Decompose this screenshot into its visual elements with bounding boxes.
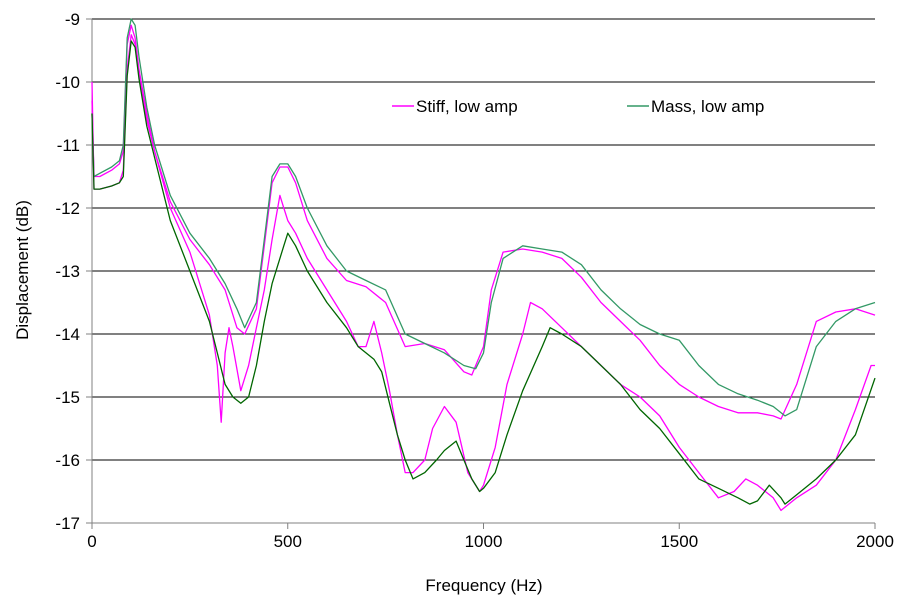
series-line-1 <box>91 24 876 420</box>
x-tick-label-4: 2000 <box>856 532 894 551</box>
series-line-3 <box>91 34 875 512</box>
y-tick-label-3: -12 <box>55 199 80 218</box>
legend-label-2: Mass, low amp <box>651 97 764 116</box>
y-tick-label-0: -9 <box>65 10 80 29</box>
y-tick-label-5: -14 <box>55 325 80 344</box>
y-tick-label-7: -16 <box>55 451 80 470</box>
x-tick-label-1: 500 <box>274 532 302 551</box>
y-tick-label-4: -13 <box>55 262 80 281</box>
x-tick-label-3: 1500 <box>660 532 698 551</box>
series-line-2 <box>91 18 876 417</box>
legend-label-1: Stiff, low amp <box>416 97 518 116</box>
y-tick-label-1: -10 <box>55 73 80 92</box>
series-lines <box>91 18 876 512</box>
y-tick-label-8: -17 <box>55 514 80 533</box>
x-axis-title: Frequency (Hz) <box>425 576 542 595</box>
x-tick-label-0: 0 <box>87 532 96 551</box>
tick-labels: 0 500 1000 1500 2000 -9 -10 -11 -12 -13 -14 -15 -16 -… <box>55 10 893 551</box>
gridlines <box>92 18 875 524</box>
axes <box>86 18 876 529</box>
y-tick-label-6: -15 <box>55 388 80 407</box>
y-tick-label-2: -11 <box>57 136 80 155</box>
x-tick-label-2: 1000 <box>465 532 503 551</box>
series-line-4 <box>91 40 876 505</box>
legend: Stiff, low amp Mass, low amp <box>392 97 764 116</box>
y-axis-title: Displacement (dB) <box>13 200 32 340</box>
